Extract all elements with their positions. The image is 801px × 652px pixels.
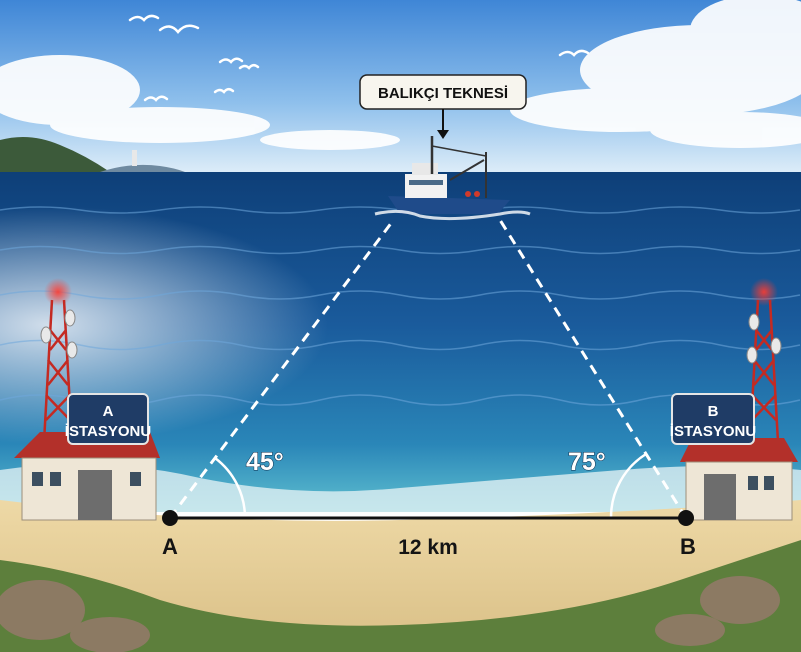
angle-arc-b (609, 452, 647, 519)
angle-b-label: 75° (568, 448, 606, 476)
seagulls (128, 14, 590, 102)
point-a-label: A (162, 534, 178, 559)
arrow-down-icon (437, 130, 449, 139)
tower-light-a (44, 278, 72, 306)
boat-callout: BALIKÇI TEKNESİ (359, 74, 527, 139)
vegetation (0, 540, 801, 652)
station-b-badge (671, 393, 755, 445)
station-b: B İSTASYONU (670, 278, 798, 521)
boat-label: BALIKÇI TEKNESİ (378, 85, 508, 102)
tower-light-b (750, 278, 778, 306)
point-a-marker (162, 510, 178, 526)
rocks (0, 576, 780, 652)
building-b (685, 461, 793, 521)
distance-label: 12 km (398, 536, 458, 559)
surf-foam (0, 464, 801, 512)
point-b-marker (678, 510, 694, 526)
angle-a-label: 45° (246, 448, 284, 476)
sight-line-a (168, 221, 394, 519)
station-a-badge (67, 393, 149, 445)
station-a-letter: A (103, 403, 114, 420)
point-b-label: B (680, 534, 696, 559)
sight-line-b (498, 219, 688, 519)
fishing-boat (374, 136, 531, 221)
angle-arc-a (214, 457, 247, 519)
clouds (0, 0, 801, 150)
headland (0, 136, 110, 172)
station-b-name: İSTASYONU (670, 423, 756, 440)
station-b-letter: B (708, 403, 719, 420)
station-a: A İSTASYONU (14, 278, 160, 521)
station-a-name: İSTASYONU (65, 423, 151, 440)
lighthouse (132, 150, 137, 166)
distant-island (100, 164, 185, 172)
